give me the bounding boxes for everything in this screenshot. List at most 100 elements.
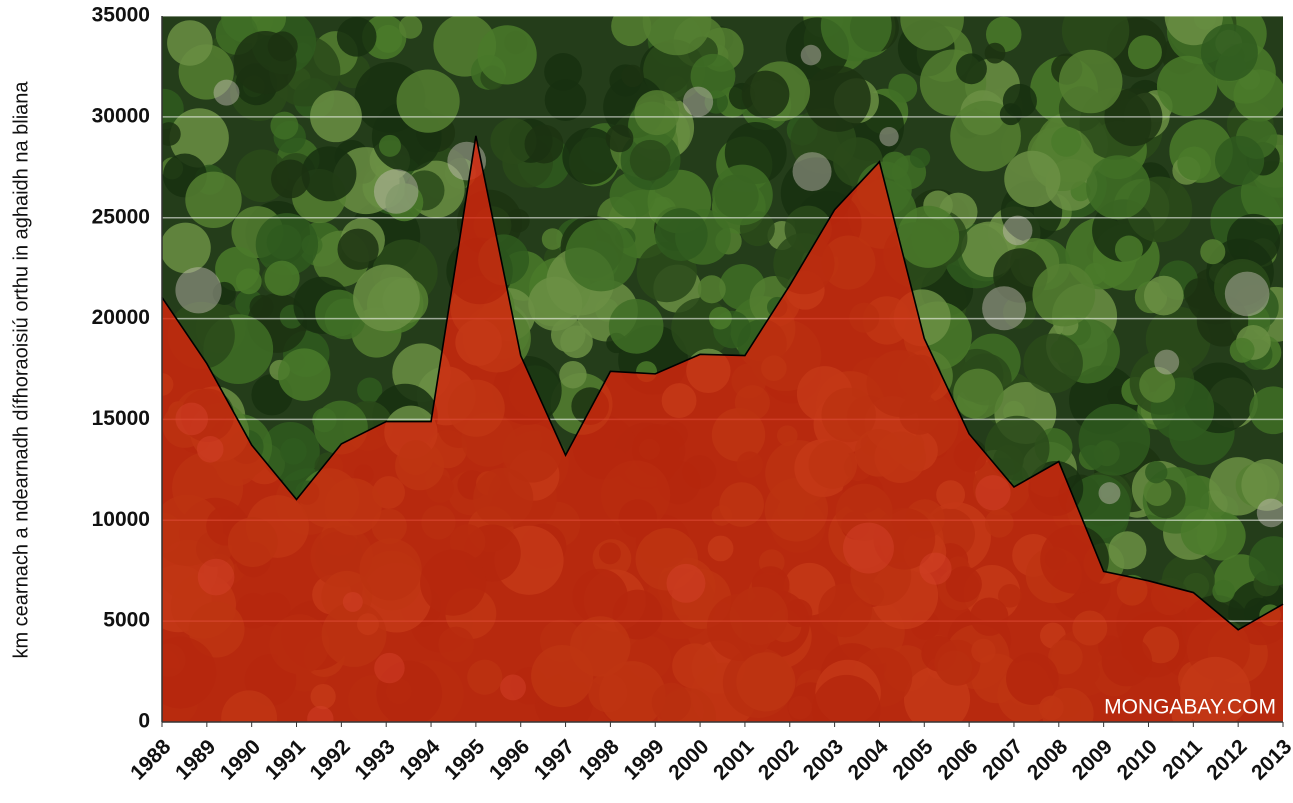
tree-crown <box>1214 258 1271 316</box>
tree-crown <box>278 348 331 401</box>
x-tick-label: 2009 <box>1068 735 1117 784</box>
tree-crown <box>741 70 790 119</box>
tree-crown <box>1145 461 1168 484</box>
tree-crown <box>984 415 1050 481</box>
tree-crown <box>301 146 357 202</box>
x-tick-label: 1999 <box>619 735 668 784</box>
x-tick-label: 2000 <box>664 735 713 784</box>
pale-crown <box>1098 482 1121 505</box>
tree-crown <box>1086 155 1151 220</box>
tree-crown <box>1180 509 1227 555</box>
y-tick-label: 35000 <box>92 4 150 27</box>
tree-crown <box>1004 150 1061 207</box>
tree-crown <box>1023 333 1083 394</box>
tree-crown <box>984 42 1006 64</box>
x-tick-label: 2003 <box>799 735 848 784</box>
tree-crown <box>490 118 537 165</box>
x-tick-label: 2005 <box>888 735 938 785</box>
tree-crown <box>953 368 1004 419</box>
tree-crown <box>562 127 620 185</box>
x-tick-label: 1992 <box>306 735 355 784</box>
y-tick-label: 10000 <box>92 508 150 531</box>
tree-crown <box>1114 235 1143 264</box>
pale-crown <box>879 126 899 147</box>
tree-crown <box>315 289 363 337</box>
x-tick-label: 1989 <box>171 735 220 784</box>
tree-crown <box>374 24 403 53</box>
tree-crown <box>1200 239 1226 265</box>
tree-crown <box>396 69 460 133</box>
tree-crown <box>162 222 211 274</box>
tree-crown <box>528 276 583 331</box>
tree-crown <box>524 124 564 164</box>
y-tick-label: 5000 <box>103 609 150 632</box>
x-tick-label: 2010 <box>1113 735 1162 784</box>
tree-crown <box>643 39 705 102</box>
tree-crown <box>336 16 377 57</box>
tree-crown <box>1127 35 1162 70</box>
tree-crown <box>1249 386 1283 435</box>
tree-crown <box>270 111 299 140</box>
x-tick-label: 1990 <box>216 735 265 784</box>
pale-crown <box>175 267 222 314</box>
x-tick-label: 2012 <box>1202 735 1251 784</box>
x-tick-label: 1998 <box>575 735 625 785</box>
tree-crown <box>212 281 236 305</box>
x-tick-label: 1996 <box>485 735 534 784</box>
tree-crown <box>611 16 652 47</box>
tree-crown <box>642 16 712 56</box>
area <box>162 135 1283 723</box>
tree-crown <box>1143 478 1172 507</box>
tree-crown <box>1229 337 1255 363</box>
tree-crown <box>909 147 931 169</box>
y-tick-label: 0 <box>138 710 150 733</box>
pale-crown <box>1002 215 1033 246</box>
tree-crown <box>270 159 310 199</box>
tree-crown <box>559 361 587 389</box>
x-tick-label: 2008 <box>1023 735 1073 785</box>
tree-crown <box>605 124 634 153</box>
pale-crown <box>682 86 714 117</box>
tree-crown <box>1241 459 1283 511</box>
tree-crown <box>280 437 307 465</box>
tree-crown <box>477 25 537 85</box>
tree-crown <box>654 208 708 261</box>
x-tick-label: 1995 <box>440 735 490 785</box>
pale-crown <box>373 169 419 214</box>
tree-crown <box>1156 55 1218 117</box>
tree-crown <box>544 79 587 121</box>
tree-crown <box>900 16 964 51</box>
tree-crown <box>353 264 420 332</box>
tree-crown <box>185 171 242 229</box>
y-tick-label: 20000 <box>92 306 150 329</box>
tree-crown <box>1032 263 1096 327</box>
area-outline <box>161 135 1284 631</box>
tree-crown <box>1108 531 1147 570</box>
x-tick-label: 1991 <box>261 735 311 785</box>
x-tick-label: 2013 <box>1247 735 1293 784</box>
tree-crown <box>804 65 871 132</box>
tree-crown <box>634 90 680 136</box>
tree-crown <box>629 139 671 181</box>
x-tick-label: 2007 <box>978 735 1027 784</box>
tree-crown <box>608 299 664 354</box>
tree-crown <box>690 53 736 99</box>
tree-crown <box>1051 126 1082 157</box>
tree-crown <box>162 122 181 146</box>
watermark: MONGABAY.COM <box>1104 696 1276 719</box>
pale-crown <box>1154 349 1180 375</box>
tree-crown <box>357 377 383 403</box>
tree-crown <box>255 213 319 276</box>
tree-crown <box>167 20 213 66</box>
tree-crown <box>697 275 726 304</box>
x-tick-label: 2002 <box>754 735 803 784</box>
tree-crown <box>1002 295 1036 329</box>
x-tick-label: 2011 <box>1158 735 1207 784</box>
tree-crown <box>541 228 564 250</box>
x-tick-label: 2004 <box>844 735 894 785</box>
tree-crown <box>1248 536 1283 586</box>
tree-crown <box>565 219 637 292</box>
pale-crown <box>213 79 240 106</box>
